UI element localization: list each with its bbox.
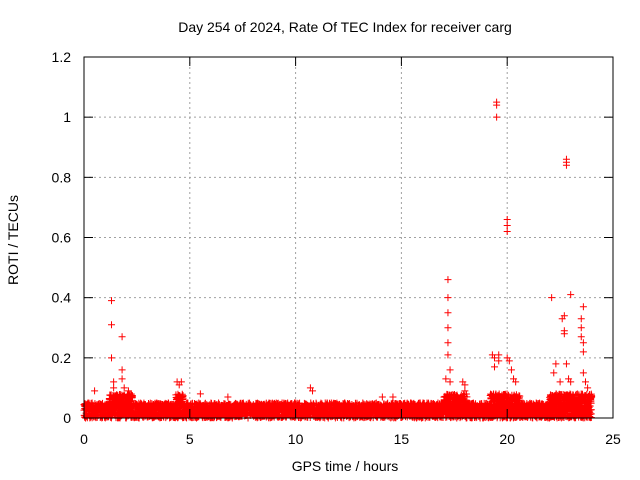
y-tick-label: 0 [63,410,71,426]
y-tick-label: 0.6 [52,230,72,246]
y-tick-labels: 0 0.2 0.4 0.6 0.8 1 1.2 [52,49,72,426]
data-points [80,98,596,422]
roti-point [446,378,454,386]
y-tick-label: 1 [63,109,71,125]
roti-point [118,333,126,341]
y-tick-label: 0.8 [52,169,72,185]
x-tick-label: 20 [499,431,515,447]
roti-point [444,339,452,347]
roti-point [503,227,511,235]
roti-point [444,309,452,317]
roti-point [550,369,558,377]
x-tick-label: 5 [186,431,194,447]
roti-point [581,378,589,386]
roti-point [577,315,585,323]
y-tick-label: 1.2 [52,49,72,65]
roti-point [196,390,204,398]
axis-ticks [83,56,614,419]
x-tick-label: 25 [605,431,621,447]
chart-title: Day 254 of 2024, Rate Of TEC Index for r… [178,19,512,35]
roti-point [562,360,570,368]
plot-frame [83,56,614,419]
roti-point [548,294,556,302]
roti-point [378,393,386,401]
roti-point [108,354,116,362]
roti-point [108,297,116,305]
roti-point [442,375,450,383]
roti-point [552,360,560,368]
y-axis-label: ROTI / TECUs [5,195,21,285]
roti-point [584,384,592,392]
roti-point [503,215,511,223]
x-tick-labels: 0 5 10 15 20 25 [80,431,621,447]
roti-point [389,393,397,401]
roti-point [579,339,587,347]
roti-point [491,363,499,371]
roti-point [560,330,568,338]
roti-point [577,333,585,341]
roti-point [110,384,118,392]
roti-point [108,321,116,329]
roti-point [579,303,587,311]
x-tick-label: 0 [80,431,88,447]
roti-point [179,392,187,400]
roti-point [556,378,564,386]
roti-point [567,291,575,299]
roti-point [91,387,99,395]
roti-point [446,366,454,374]
roti-point [118,375,126,383]
x-tick-label: 10 [288,431,304,447]
roti-point [579,369,587,377]
roti-point [507,366,515,374]
grid-lines [84,57,613,418]
x-axis-label: GPS time / hours [292,458,399,474]
roti-point [495,351,503,359]
roti-point [120,384,128,392]
roti-point [444,324,452,332]
roti-point [444,276,452,284]
roti-point [577,324,585,332]
roti-point [493,113,501,121]
roti-point [493,101,501,109]
roti-point [562,161,570,169]
roti-point [495,357,503,365]
roti-point [224,393,232,401]
roti-point [579,348,587,356]
x-tick-label: 15 [394,431,410,447]
roti-point [444,351,452,359]
roti-point [118,366,126,374]
y-tick-label: 0.4 [52,290,72,306]
roti-point [444,294,452,302]
roti-point [110,378,118,386]
y-tick-label: 0.2 [52,350,72,366]
roti-point [503,221,511,229]
